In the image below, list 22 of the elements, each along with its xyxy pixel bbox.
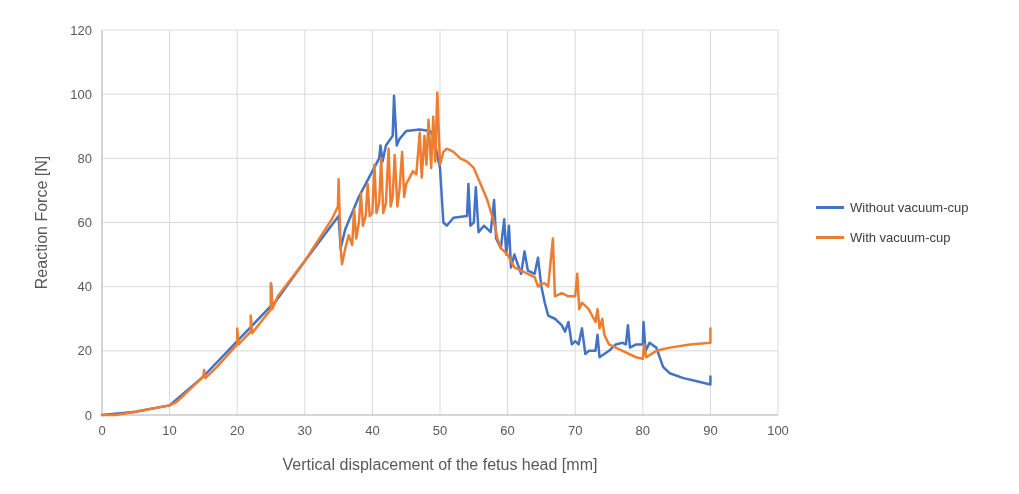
x-tick-label: 90 <box>703 423 718 438</box>
y-tick-label: 60 <box>77 215 92 231</box>
y-tick-label: 0 <box>84 407 92 423</box>
x-tick-label: 60 <box>500 423 515 438</box>
x-tick-label: 100 <box>767 423 789 438</box>
x-tick-label: 50 <box>432 423 448 438</box>
x-tick-label: 80 <box>635 423 651 438</box>
x-axis-title: Vertical displacement of the fetus head [mm] <box>282 456 598 473</box>
legend-label: With vacuum-cup <box>850 230 951 246</box>
x-tick-label: 20 <box>229 423 245 438</box>
x-tick-label: 10 <box>162 423 177 438</box>
x-tick-label: 30 <box>297 423 313 438</box>
x-tick-label: 70 <box>567 423 583 438</box>
legend-label: Without vacuum-cup <box>850 200 969 216</box>
x-tick-label: 0 <box>98 423 106 438</box>
y-tick-label: 40 <box>77 279 92 295</box>
y-tick-label: 20 <box>77 343 92 359</box>
y-tick-label: 100 <box>70 86 92 102</box>
x-tick-label: 40 <box>365 423 380 438</box>
y-tick-label: 80 <box>77 150 92 166</box>
y-axis-title: Reaction Force [N] <box>33 155 50 290</box>
y-tick-label: 120 <box>70 22 92 38</box>
